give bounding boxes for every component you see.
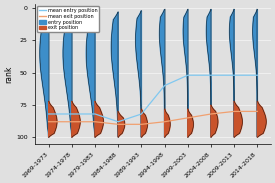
- Polygon shape: [118, 111, 125, 137]
- Polygon shape: [234, 101, 242, 137]
- Polygon shape: [211, 105, 218, 137]
- Polygon shape: [72, 101, 80, 137]
- Polygon shape: [95, 101, 103, 137]
- Polygon shape: [230, 9, 234, 137]
- Polygon shape: [63, 12, 72, 137]
- Legend: mean entry position, mean exit position, entry position, exit position: mean entry position, mean exit position,…: [37, 6, 100, 32]
- Polygon shape: [188, 109, 193, 137]
- Polygon shape: [49, 101, 57, 137]
- Polygon shape: [253, 9, 257, 137]
- Polygon shape: [160, 9, 165, 137]
- Polygon shape: [257, 101, 266, 137]
- Polygon shape: [136, 11, 141, 137]
- Polygon shape: [183, 9, 188, 137]
- Polygon shape: [111, 12, 118, 137]
- Y-axis label: rank: rank: [4, 65, 13, 83]
- Polygon shape: [141, 109, 147, 137]
- Polygon shape: [86, 12, 95, 137]
- Polygon shape: [40, 12, 49, 137]
- Polygon shape: [165, 109, 170, 137]
- Polygon shape: [206, 9, 211, 137]
